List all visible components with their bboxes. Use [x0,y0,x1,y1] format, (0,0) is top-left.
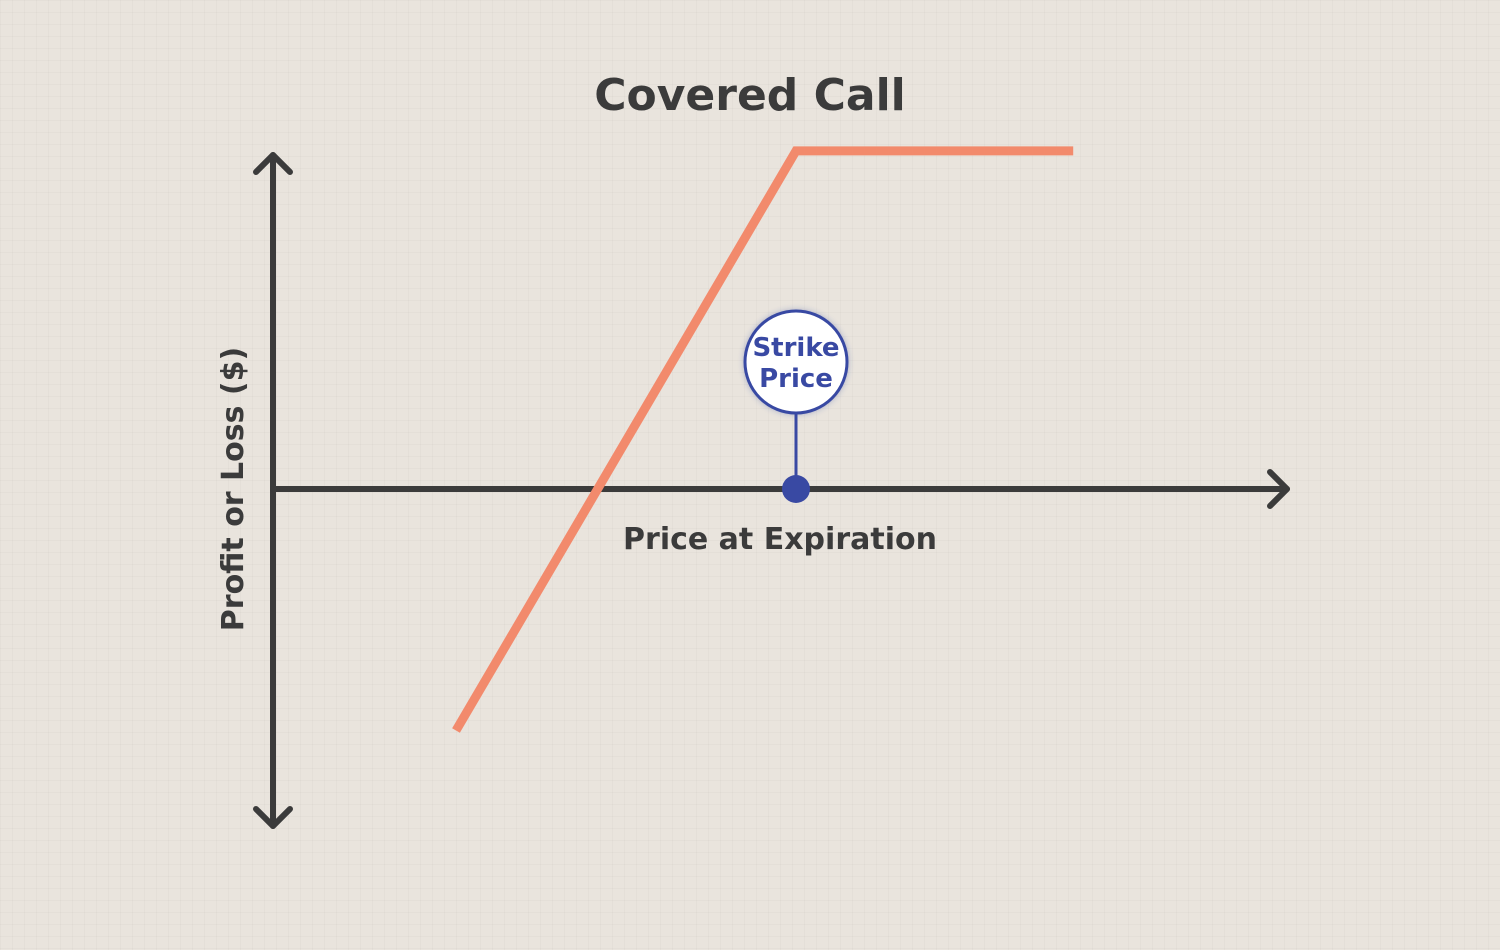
chart-title: Covered Call [594,70,906,121]
x-axis-arrow-right [1267,469,1290,509]
axes [253,152,1290,829]
strike-price-marker: Strike Price [743,309,849,503]
y-axis-arrow-top [253,152,293,175]
payoff-line [452,146,1074,733]
strike-label-line-2: Price [759,364,833,394]
strike-label-circle [743,309,849,415]
strike-label-line-1: Strike [752,333,839,363]
y-axis-label: Profit or Loss ($) [216,347,251,631]
y-axis-arrow-bottom [253,806,293,829]
strike-dot [782,475,810,503]
x-axis-label: Price at Expiration [623,522,937,557]
